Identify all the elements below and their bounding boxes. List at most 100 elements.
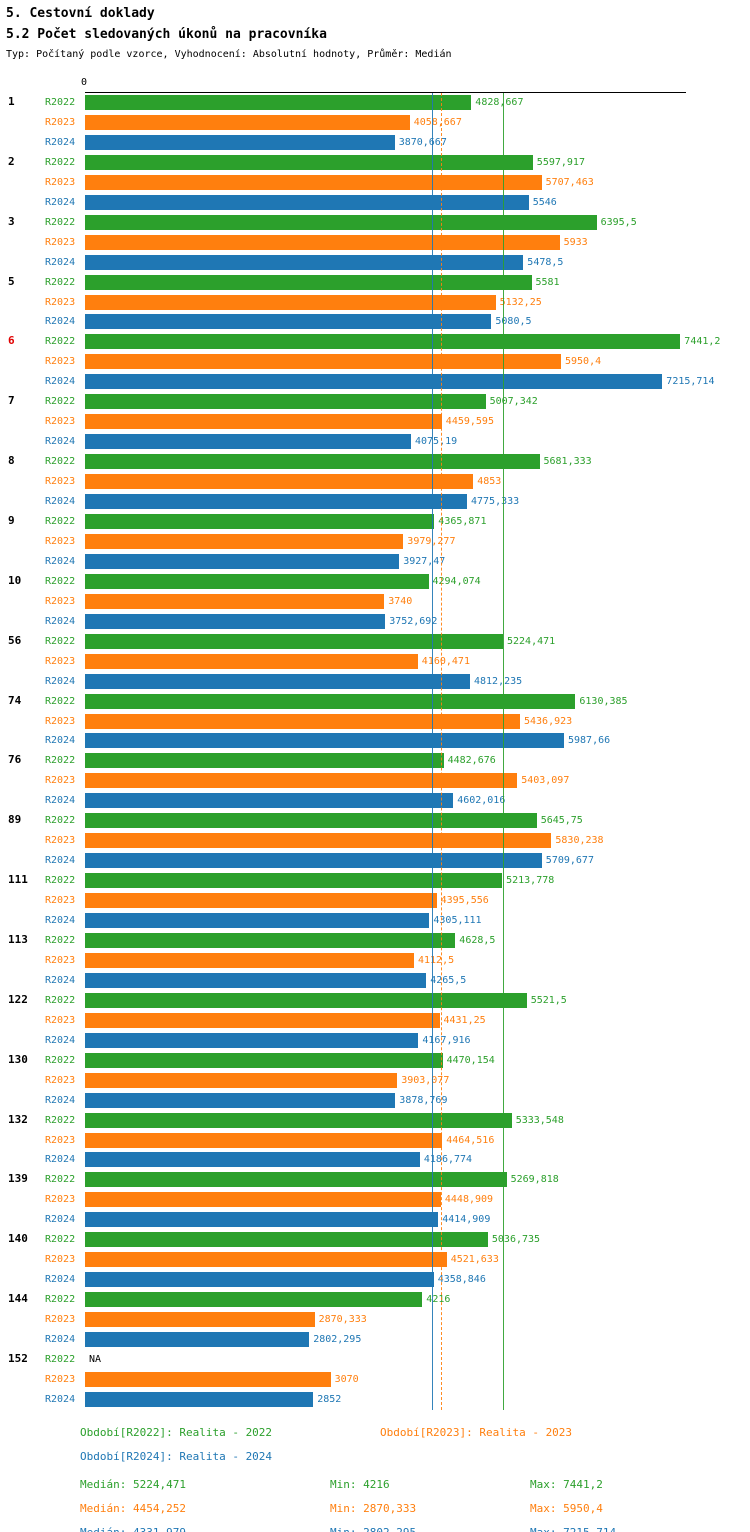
bar-r2022	[85, 1172, 507, 1188]
bar-row: R2022 5036,735	[0, 1230, 750, 1250]
bar-group-111: 111 R2022 5213,778 R2023 4395,556 R2024 4305,1…	[0, 871, 750, 931]
series-label: R2022	[45, 695, 76, 707]
series-label: R2023	[45, 1014, 76, 1026]
value-label: 4464,516	[446, 1134, 495, 1146]
series-label: R2023	[45, 595, 76, 607]
bar-r2022	[85, 454, 540, 470]
value-label: 4775,333	[471, 496, 520, 508]
value-label: 4365,871	[438, 516, 487, 528]
group-id-label: 122	[8, 992, 28, 1006]
series-label: R2024	[45, 615, 76, 627]
series-label: R2023	[45, 835, 76, 847]
bar-r2023	[85, 414, 442, 430]
bar-row: R2023 3740	[0, 592, 750, 612]
median-stat-r2022: Medián: 5224,471	[80, 1478, 186, 1491]
bar-group-144: 144 R2022 4216 R2023 2870,333 R2024 2802,295	[0, 1290, 750, 1350]
group-id-label: 130	[8, 1052, 28, 1066]
bar-r2023	[85, 114, 410, 130]
bar-row: R2023 3979,277	[0, 532, 750, 552]
value-label: 3752,692	[389, 615, 438, 627]
bar-r2023	[85, 593, 385, 609]
series-label: R2024	[45, 196, 76, 208]
bar-r2022	[85, 514, 435, 530]
bar-group-74: 74 R2022 6130,385 R2023 5436,923 R2024 5987,66	[0, 692, 750, 752]
bar-r2022	[85, 214, 597, 230]
value-label: 4216	[426, 1294, 451, 1306]
series-label: R2023	[45, 416, 76, 428]
bar-row: R2024 4186,774	[0, 1150, 750, 1170]
bar-group-130: 130 R2022 4470,154 R2023 3903,077 R2024 3878,7…	[0, 1051, 750, 1111]
bar-row: R2024 4167,916	[0, 1031, 750, 1051]
bar-row: R2024 5546	[0, 193, 750, 213]
series-label: R2024	[45, 974, 76, 986]
bar-row: R2024 7215,714	[0, 372, 750, 392]
bar-row: R2023 5933	[0, 233, 750, 253]
bar-group-1: 1 R2022 4828,667 R2023 4058,667 R2024 3870,667	[0, 93, 750, 153]
series-label: R2024	[45, 1094, 76, 1106]
bar-r2024	[85, 134, 395, 150]
value-label: 5707,463	[545, 176, 594, 188]
bar-r2023	[85, 1072, 398, 1088]
group-id-label: 74	[8, 693, 22, 707]
value-label: 5478,5	[527, 256, 564, 268]
value-label: 5213,778	[506, 875, 555, 887]
series-label: R2022	[45, 1114, 76, 1126]
bar-r2022	[85, 753, 444, 769]
bar-group-56: 56 R2022 5224,471 R2023 4160,471 R2024 4812,23…	[0, 632, 750, 692]
bar-row: R2022 4828,667	[0, 93, 750, 113]
bar-row: R2022 5597,917	[0, 153, 750, 173]
value-label: 2852	[317, 1393, 342, 1405]
bar-row: R2022 5213,778	[0, 871, 750, 891]
bar-row: R2022 4482,676	[0, 751, 750, 771]
bar-row: R2024 3870,667	[0, 133, 750, 153]
bar-r2023	[85, 952, 414, 968]
max-stat-r2023: Max: 5950,4	[530, 1502, 603, 1515]
group-id-label: 89	[8, 813, 22, 827]
group-id-label: 140	[8, 1232, 28, 1246]
bar-group-132: 132 R2022 5333,548 R2023 4464,516 R2024 4186,7…	[0, 1111, 750, 1171]
value-label: 7215,714	[666, 376, 715, 388]
group-id-label: 76	[8, 753, 22, 767]
bar-r2022	[85, 933, 456, 949]
bar-row: R2022 5007,342	[0, 392, 750, 412]
bar-r2023	[85, 234, 560, 250]
value-label: 7441,2	[684, 336, 721, 348]
bar-r2022	[85, 1232, 488, 1248]
bar-row: R2024 4775,333	[0, 492, 750, 512]
group-id-label: 9	[8, 514, 15, 528]
median-stat-r2024: Medián: 4331,979	[80, 1526, 186, 1532]
bar-r2023	[85, 294, 496, 310]
bar-r2024	[85, 1391, 314, 1407]
bar-r2023	[85, 1132, 443, 1148]
bar-row: R2022 4365,871	[0, 512, 750, 532]
bar-r2023	[85, 1252, 447, 1268]
series-label: R2022	[45, 1234, 76, 1246]
series-label: R2022	[45, 276, 76, 288]
group-id-label: 7	[8, 394, 15, 408]
value-label: 5987,66	[568, 735, 611, 747]
series-label: R2022	[45, 1354, 76, 1366]
bar-r2023	[85, 653, 418, 669]
series-label: R2022	[45, 935, 76, 947]
value-label: 5933	[563, 236, 588, 248]
bar-r2023	[85, 474, 474, 490]
value-label: 4112,5	[418, 954, 455, 966]
bar-r2024	[85, 254, 524, 270]
bar-row: R2023 4395,556	[0, 891, 750, 911]
bar-r2024	[85, 733, 564, 749]
bar-r2023	[85, 833, 552, 849]
bar-r2022	[85, 873, 503, 889]
bar-group-76: 76 R2022 4482,676 R2023 5403,097 R2024 4602,01…	[0, 751, 750, 811]
bar-row: R2023 5436,923	[0, 712, 750, 732]
bar-row: R2022 6130,385	[0, 692, 750, 712]
bar-group-140: 140 R2022 5036,735 R2023 4521,633 R2024 4358,8…	[0, 1230, 750, 1290]
value-label: 6130,385	[579, 695, 628, 707]
value-label: 5521,5	[530, 994, 567, 1006]
bar-row: R2022 4470,154	[0, 1051, 750, 1071]
value-label: 4470,154	[446, 1054, 495, 1066]
bar-row: R2024 3878,769	[0, 1091, 750, 1111]
bar-row: R2022 5333,548	[0, 1111, 750, 1131]
series-label: R2024	[45, 915, 76, 927]
series-label: R2023	[45, 655, 76, 667]
series-label: R2024	[45, 555, 76, 567]
